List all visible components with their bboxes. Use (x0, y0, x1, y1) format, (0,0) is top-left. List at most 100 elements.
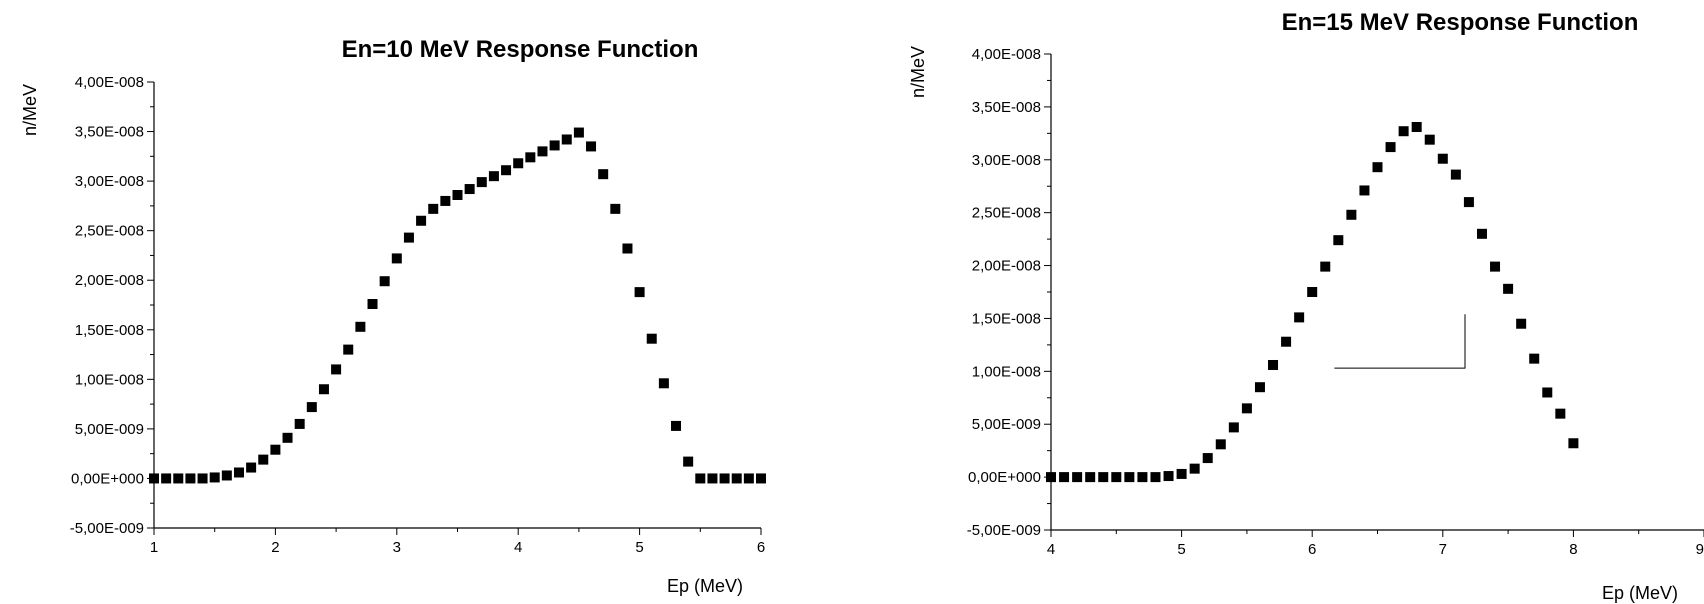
data-point (1254, 382, 1265, 393)
data-point (185, 473, 196, 484)
data-point (1542, 387, 1553, 398)
data-point (1333, 235, 1344, 246)
data-point (1346, 209, 1357, 220)
data-point (149, 473, 159, 484)
data-point (233, 467, 244, 478)
x-tick-label: 7 (1439, 541, 1447, 558)
data-point (1059, 472, 1070, 483)
y-tick-label: 3,00E-008 (972, 152, 1041, 169)
data-point (318, 384, 329, 395)
data-point (428, 203, 439, 214)
chart-2-title: En=15 MeV Response Function (1282, 9, 1639, 36)
y-tick-label: 2,50E-008 (972, 205, 1041, 222)
data-point (573, 127, 584, 138)
y-tick-label: 1,00E-008 (75, 371, 144, 388)
data-point (343, 344, 354, 355)
chart-1-x-axis-label: Ep (MeV) (667, 576, 743, 596)
data-point (513, 158, 524, 169)
x-tick-label: 5 (635, 539, 643, 556)
data-point (501, 165, 512, 176)
data-point (197, 473, 208, 484)
x-tick-label: 5 (1177, 541, 1185, 558)
data-point (1529, 353, 1540, 364)
data-point (379, 276, 390, 287)
data-point (658, 378, 669, 389)
x-tick-label: 4 (1047, 541, 1055, 558)
data-point (1163, 471, 1174, 482)
data-point (1490, 261, 1501, 272)
data-point (173, 473, 184, 484)
y-tick-label: 1,50E-008 (75, 322, 144, 339)
data-point (1476, 228, 1487, 239)
data-point (549, 140, 560, 151)
data-point (1516, 318, 1527, 329)
data-point (403, 232, 414, 243)
data-point (1294, 312, 1305, 323)
chart-2-annotation-line (1334, 314, 1466, 369)
chart-2-y-axis-label: n/MeV (908, 46, 928, 98)
data-point (1111, 472, 1122, 483)
data-point (367, 299, 378, 310)
chart-1-y-axis-label: n/MeV (20, 84, 40, 136)
data-point (1137, 472, 1148, 483)
y-tick-label: 0,00E+000 (71, 470, 144, 487)
data-point (306, 402, 317, 413)
data-point (1307, 287, 1318, 297)
chart-1: En=10 MeV Response Function n/MeV Ep (Me… (20, 36, 766, 596)
x-tick-label: 6 (757, 539, 765, 556)
data-point (391, 253, 402, 264)
x-tick-label: 9 (1696, 541, 1704, 558)
data-point (1450, 169, 1461, 180)
y-tick-label: 5,00E-009 (75, 421, 144, 438)
x-tick-label: 2 (271, 539, 279, 556)
data-point (731, 473, 742, 484)
y-tick-label: 4,00E-008 (75, 74, 144, 91)
data-point (440, 195, 451, 206)
data-point (1241, 403, 1252, 414)
y-tick-label: -5,00E-009 (70, 520, 144, 537)
data-point (355, 321, 366, 332)
data-point (646, 333, 657, 344)
x-tick-label: 1 (150, 539, 158, 556)
data-point (671, 420, 682, 431)
data-point (1411, 121, 1422, 132)
chart-2-axes: -5,00E-009 0,00E+000 5,00E-009 1,00E-008 1,5… (967, 46, 1704, 558)
data-point (270, 444, 281, 455)
data-point (1124, 472, 1135, 483)
data-point (1372, 162, 1383, 173)
y-tick-label: 2,00E-008 (972, 258, 1041, 275)
data-point (1189, 463, 1200, 474)
y-tick-label: -5,00E-009 (967, 522, 1041, 539)
data-point (1424, 134, 1435, 145)
data-point (525, 152, 536, 163)
data-point (1503, 283, 1514, 294)
y-tick-label: 2,00E-008 (75, 272, 144, 289)
y-tick-label: 1,50E-008 (972, 310, 1041, 327)
data-point (1359, 185, 1370, 196)
data-point (1228, 422, 1239, 433)
x-tick-label: 8 (1569, 541, 1577, 558)
data-point (476, 177, 487, 188)
y-tick-label: 5,00E-009 (972, 416, 1041, 433)
data-point (537, 146, 548, 157)
data-point (221, 470, 232, 481)
data-point (1046, 472, 1056, 483)
data-point (695, 473, 706, 484)
data-point (610, 203, 621, 214)
y-tick-label: 0,00E+000 (968, 469, 1041, 486)
data-point (416, 215, 427, 226)
data-point (246, 462, 257, 473)
chart-2: En=15 MeV Response Function n/MeV Ep (Me… (908, 9, 1704, 603)
y-tick-label: 3,00E-008 (75, 173, 144, 190)
chart-2-x-axis-label: Ep (MeV) (1602, 583, 1678, 603)
data-point (331, 364, 342, 375)
y-tick-label: 3,50E-008 (75, 124, 144, 141)
chart-1-title: En=10 MeV Response Function (342, 36, 699, 63)
data-point (452, 189, 463, 200)
data-point (1202, 453, 1213, 464)
data-point (258, 454, 269, 465)
data-point (1085, 472, 1096, 483)
data-point (1176, 468, 1187, 479)
